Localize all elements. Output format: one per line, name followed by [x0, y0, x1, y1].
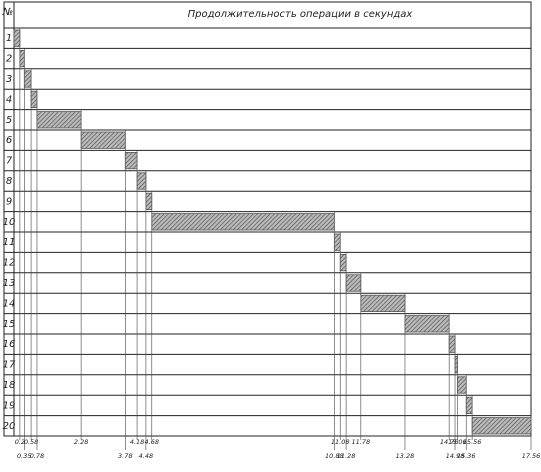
x-tick-label: 13.28	[396, 452, 415, 460]
row-label: 9	[6, 196, 12, 207]
row-label: 16	[3, 339, 16, 350]
chart-title: Продолжительность операции в секундах	[188, 9, 413, 20]
row-label: 14	[3, 298, 16, 309]
x-tick-label: 11.78	[352, 438, 371, 446]
bar	[456, 376, 467, 394]
x-tick-label: 4.48	[139, 452, 153, 460]
x-tick-label: 11.28	[337, 452, 356, 460]
bar	[136, 172, 147, 190]
row-label: 19	[3, 400, 16, 411]
bar	[145, 192, 153, 210]
row-label: 7	[6, 156, 13, 167]
header-label: №	[2, 7, 13, 18]
bar	[339, 253, 347, 272]
bar	[151, 213, 335, 231]
row-label: 17	[3, 360, 16, 371]
bar	[448, 335, 456, 353]
bar	[333, 233, 341, 251]
bar	[36, 111, 82, 129]
x-tick-label: 14.98	[446, 452, 465, 460]
x-tick-label: 3.78	[118, 452, 132, 460]
bar	[454, 355, 458, 374]
bar	[19, 50, 25, 68]
frame	[3, 1, 532, 437]
row-label: 6	[6, 135, 12, 146]
row-label: 13	[3, 278, 16, 289]
x-tick-label: 14.78	[440, 438, 459, 446]
x-tick-label: 15.56	[463, 438, 482, 446]
x-tick-label: 15.06	[448, 438, 467, 446]
row-label: 10	[3, 217, 16, 228]
row-label: 4	[6, 94, 12, 105]
bar	[471, 417, 532, 435]
x-tick-label: 0.58	[24, 438, 38, 446]
x-tick-label: 2.28	[74, 438, 88, 446]
row-label: 5	[6, 115, 12, 126]
x-tick-label: 17.56	[522, 452, 541, 460]
row-label: 1	[6, 33, 12, 44]
row-label: 20	[3, 421, 16, 432]
row-label: 8	[6, 176, 12, 187]
x-tick-label: 4.18	[130, 438, 144, 446]
bar	[23, 70, 32, 88]
x-tick-label: 0.35	[17, 452, 31, 460]
bar	[360, 294, 406, 313]
bar	[345, 274, 362, 292]
x-tick-label: 0.2	[15, 438, 25, 446]
x-tick-label: 11.08	[331, 438, 350, 446]
x-tick-label: 10.88	[325, 452, 344, 460]
bar	[80, 131, 126, 149]
x-tick-label: 4.68	[145, 438, 159, 446]
x-tick-label: 15.36	[457, 452, 476, 460]
row-label: 15	[3, 319, 16, 330]
bar	[30, 90, 38, 108]
x-tick-label: 0.78	[30, 452, 44, 460]
row-label: 11	[3, 237, 16, 248]
bar	[404, 315, 450, 333]
row-label: 12	[3, 258, 16, 269]
bar	[124, 151, 138, 170]
bar	[465, 396, 473, 415]
row-label: 18	[3, 380, 16, 391]
row-label: 3	[6, 74, 12, 85]
bar	[13, 29, 21, 47]
row-label: 2	[6, 54, 12, 65]
